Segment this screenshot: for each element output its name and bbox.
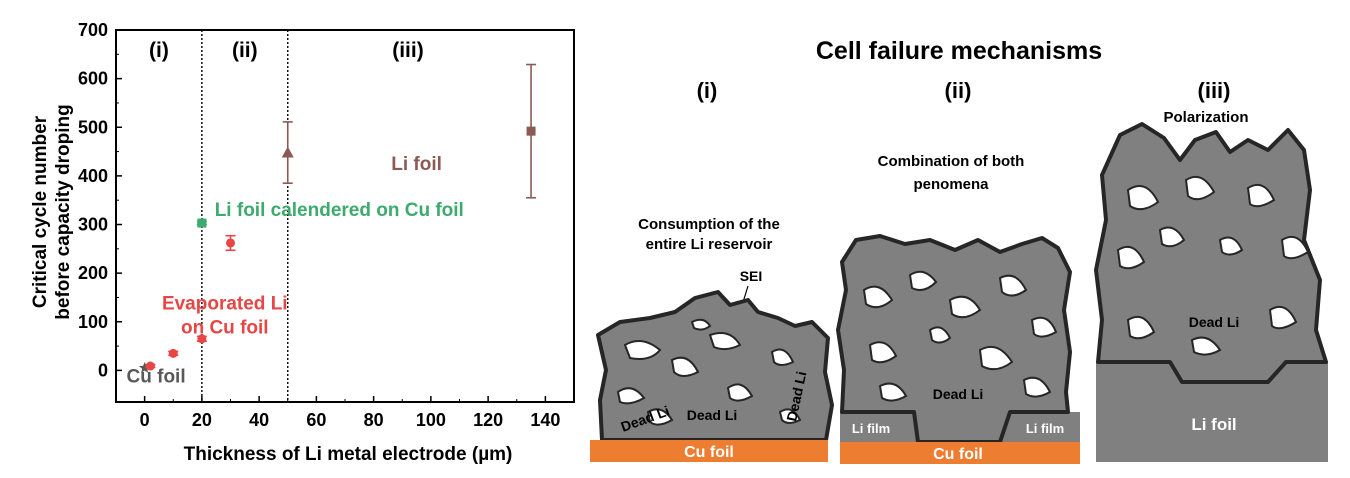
cu-foil-label-i: Cu foil [684,444,734,461]
dead-li-deposit [596,290,834,442]
y-tick-label: 0 [98,360,108,380]
sei-label: SEI [740,268,763,284]
series-label: Li foil [391,154,442,175]
panel-i-caption-line-2: entire Li reservoir [646,236,773,253]
data-point [197,334,207,344]
data-point [526,126,536,136]
li-film-label-left: Li film [852,421,890,436]
region-labels: (i) (ii) (iii) [149,39,424,62]
y-tick-label: 700 [78,20,108,40]
panel-ii-caption-line-1: Combination of both [878,153,1025,170]
y-tick-label: 600 [78,69,108,89]
x-tick-label: 40 [249,410,269,430]
x-axis-ticks: 0 20 40 60 80 100 120 140 [115,396,575,430]
x-tick-label: 100 [416,410,446,430]
series-li-foil-calendered-on-cu-foil [196,218,207,228]
panel-i: (i) Consumption of the entire Li reservo… [590,78,834,462]
panel-ii-label: (ii) [945,78,972,103]
dead-li-deposit-iii [1094,122,1328,384]
y-tick-label: 100 [78,312,108,332]
panel-iii-label: (iii) [1198,78,1231,103]
x-tick-label: 80 [364,410,384,430]
series-cu-foil [138,362,151,373]
panel-iii: (iii) Polarization Dead Li Li foil [1094,78,1328,462]
li-foil-label: Li foil [1191,415,1236,434]
series-label: on Cu foil [181,318,269,339]
data-series [138,63,537,373]
x-tick-label: 120 [473,410,503,430]
polarization-label: Polarization [1163,109,1248,126]
failure-mechanism-diagram: Cell failure mechanisms (i) Consumption … [590,37,1328,464]
panel-ii: (ii) Combination of both penomena Dead L… [836,78,1080,464]
series-labels: Cu foil Evaporated Li on Cu foil Li foil ca… [127,154,464,388]
series-label: Evaporated Li [162,294,288,315]
data-point [281,146,294,158]
y-tick-label: 500 [78,117,108,137]
y-axis-ticks: 0 100 200 300 400 500 600 700 [78,20,122,380]
panel-ii-caption-line-2: penomena [913,176,989,193]
cu-foil-label-ii: Cu foil [933,446,983,463]
dead-li-deposit-ii [836,234,1072,444]
dead-li-label-2: Dead Li [687,407,738,423]
y-axis-label-line-1: Critical cycle number [30,115,51,308]
series-li-foil-thick [526,63,537,199]
series-label: Li foil calendered on Cu foil [215,200,464,221]
diagram-title: Cell failure mechanisms [816,37,1102,65]
panel-i-label: (i) [697,78,718,103]
x-tick-label: 140 [530,410,560,430]
y-tick-label: 200 [78,263,108,283]
x-tick-label: 0 [140,410,150,430]
region-label: (iii) [392,39,424,62]
series-li-foil [281,121,294,184]
region-label: (ii) [232,39,258,62]
dead-li-voids [616,318,802,426]
data-point [138,362,151,373]
x-axis-label: Thickness of Li metal electrode (µm) [184,444,513,465]
dead-li-label-ii: Dead Li [933,386,984,402]
cu-foil-base-ii [840,442,1080,464]
dead-li-voids-iii [1116,176,1310,356]
cu-foil-base-i [590,440,828,462]
y-axis-label: Critical cycle number before capacity dr… [30,104,74,319]
dead-li-label-iii: Dead Li [1189,314,1240,330]
series-label: Cu foil [127,367,186,388]
li-film-label-right: Li film [1026,421,1064,436]
y-axis-label-line-2: before capacity droping [53,104,74,319]
cycle-number-chart: Critical cycle number before capacity dr… [30,20,575,465]
y-tick-label: 400 [78,166,108,186]
data-point [145,361,155,371]
panel-i-caption-line-1: Consumption of the [638,216,780,233]
series-evaporated-li-on-cu-foil [145,234,236,371]
data-point [226,238,235,248]
x-tick-label: 60 [306,410,326,430]
dead-li-voids-ii [862,270,1058,402]
x-tick-label: 20 [192,410,212,430]
data-point [197,218,207,228]
y-tick-label: 300 [78,215,108,235]
region-label: (i) [149,39,169,62]
data-point [168,348,178,358]
